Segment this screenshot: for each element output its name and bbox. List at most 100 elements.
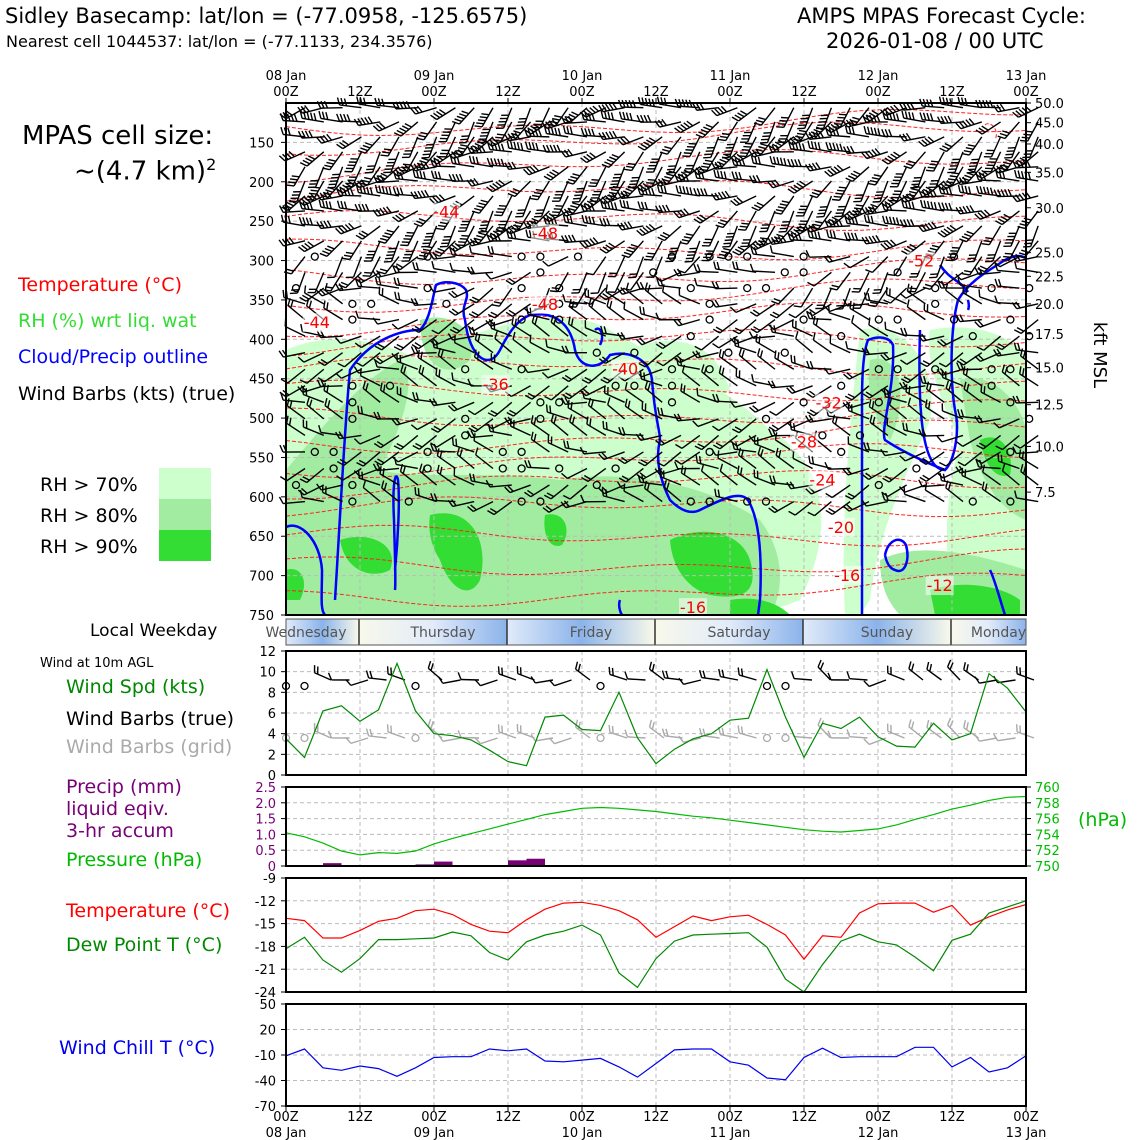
wind-barb [438,136,457,158]
wind-barb [661,284,682,305]
grid-calm-marker [411,733,420,743]
calm-marker [743,252,752,261]
wind-barb [885,287,907,305]
surface-calm-marker [596,681,605,691]
wind-barb [919,199,945,212]
kft-tick-label: 20.0 [1035,298,1064,313]
wind-barb [673,268,700,277]
wind-barb [512,331,532,354]
wind-barb [393,277,418,289]
cloud-outline [988,569,1007,616]
wind-barb [380,136,400,157]
wind-barb [466,177,494,187]
wind-barb [938,352,964,368]
wind-barb [506,140,531,153]
legend-rh80: RH > 80% [40,505,138,527]
surface-wind-barb [963,662,979,681]
wind-barb [749,263,776,274]
wind-barb [609,166,626,189]
wind-barb [881,151,907,165]
wind-barb [898,132,926,142]
wind-barb [751,195,776,212]
time-tick-date: 09 Jan [414,69,455,84]
time-tick-date: 10 Jan [562,1126,603,1140]
wind-barb [571,272,588,294]
wind-barb [906,299,926,321]
wind-barb [580,112,606,123]
wind-barb [733,338,757,354]
wind-barb [598,102,625,113]
wind-barb [824,219,851,228]
wind-barb [981,225,1002,246]
wind-barb [769,324,794,337]
pressure-tick-label: 150 [249,136,274,151]
wind-barb [637,186,663,197]
wind-barb [804,162,832,172]
wind-barb [788,303,814,319]
wind-barb [318,199,343,212]
rh-region [286,569,305,600]
wind-barb [448,287,475,299]
wind-barb [600,325,625,337]
isotherm-line [285,328,1027,357]
calm-marker [705,252,714,261]
time-tick-hour: 12Z [347,85,373,100]
surface-wind-barb [886,665,905,681]
wind-barb [868,317,889,337]
grid-wind-barb [926,719,942,739]
wind-barb [994,295,1020,305]
grid-wind-barb [886,723,905,739]
time-tick-hour: 00Z [569,85,595,100]
wind-barb [656,278,682,289]
wind-barb [428,285,456,293]
wind-barb [823,254,851,263]
wind-barb [551,180,569,202]
wind-barb [683,151,701,173]
wind-barb [286,166,306,187]
wind-barb [738,136,757,158]
wind-barb [644,282,663,305]
calm-marker [592,348,601,357]
wind-barb [693,210,719,224]
wind-barb [805,130,832,140]
wind-barb [588,297,607,321]
time-tick-hour: 00Z [865,1110,891,1125]
wind-barb [656,352,682,367]
wind-barb [793,287,814,308]
wind-barb [392,186,418,197]
calm-marker [310,252,319,261]
wind-barb [923,302,945,321]
surface-wind-barb [846,671,868,681]
y-tick-label: -15 [255,918,276,933]
wind-barb [957,184,982,197]
surface-wind-barb [817,659,832,681]
wind-barb [421,136,438,159]
wind-barb [617,136,644,146]
wind-barb [699,151,720,172]
wind-barb [1001,240,1021,261]
wind-barb [994,262,1020,274]
wind-barb [616,221,644,231]
time-tick-hour: 12Z [791,85,817,100]
wind-barb [824,164,851,177]
isotherm-line [285,149,1027,184]
wind-barb [889,180,908,202]
wind-barb [469,287,494,304]
wind-barb [983,136,1002,158]
isotherm-line [285,399,1027,427]
surface-wind-barb [718,668,739,681]
y-tick-label: 12 [259,645,276,660]
wind-barb [636,223,663,237]
surface-wind-barb [457,672,480,681]
wind-barb [345,256,363,279]
isotherm-label: -16 [834,566,860,585]
time-tick-date: 12 Jan [858,69,899,84]
wind-barbs-grid-label: Wind Barbs (grid) [66,736,233,758]
wind-barb [793,121,814,142]
wind-barb [843,232,870,242]
isotherm-label: -28 [791,433,817,452]
wind-barb [843,255,870,269]
grid-wind-barb [497,724,517,739]
